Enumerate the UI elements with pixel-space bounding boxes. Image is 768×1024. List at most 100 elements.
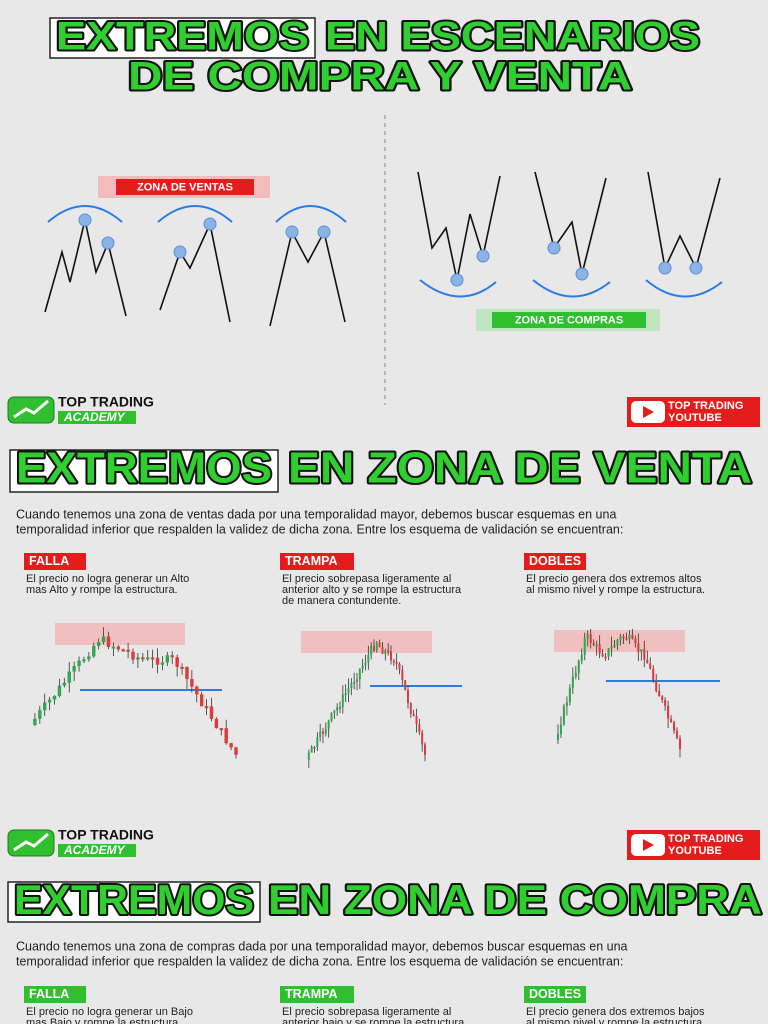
candle-body	[607, 648, 610, 657]
candle-body	[601, 653, 604, 657]
item-text: al mismo nivel y rompe la estructura.	[526, 1017, 705, 1024]
item-label-box	[280, 986, 354, 1003]
candle-body	[333, 710, 336, 713]
candle-body	[595, 644, 598, 647]
arrow-arc	[419, 279, 497, 298]
candle-body	[622, 636, 625, 639]
price-path	[534, 171, 607, 275]
candle-body	[62, 682, 67, 686]
candle-body	[42, 702, 47, 711]
academy-line1: TOP TRADING	[58, 394, 154, 410]
academy-line2: ACADEMY	[63, 410, 126, 424]
candle-body	[574, 672, 577, 677]
candle-body	[358, 668, 361, 680]
intro-text: temporalidad inferior que respalden la v…	[16, 954, 623, 968]
candle-body	[619, 636, 622, 641]
arrow-arc	[157, 205, 233, 223]
candle-body	[131, 651, 135, 660]
candle-body	[106, 636, 111, 647]
candle-body	[577, 660, 580, 673]
item-label-box	[524, 553, 586, 570]
candle-body	[678, 738, 682, 750]
candle-body	[565, 702, 568, 706]
candle-body	[412, 713, 415, 717]
candle-body	[571, 676, 574, 688]
candle-body	[336, 707, 339, 711]
candle-body	[407, 689, 409, 704]
candle-body	[341, 694, 344, 707]
candle-body	[87, 656, 91, 660]
candle-body	[322, 731, 324, 734]
extreme-dot	[285, 225, 299, 239]
candle-body	[580, 654, 583, 661]
sell-label: ZONA DE VENTAS	[137, 181, 233, 193]
extreme-dot	[658, 261, 672, 275]
candle-body	[126, 649, 130, 652]
candle-body	[150, 657, 155, 660]
item-text: El precio genera dos extremos altos	[526, 573, 702, 585]
title-rest: EN ESCENARIOS	[325, 15, 700, 59]
candle-body	[404, 680, 407, 690]
candle-body	[616, 640, 619, 646]
candle-body	[185, 667, 189, 680]
candle-body	[141, 657, 145, 660]
youtube-play	[643, 839, 654, 851]
item-text: El precio no logra generar un Bajo	[26, 1006, 193, 1018]
intro-text: temporalidad inferior que respalden la v…	[16, 522, 623, 536]
candle-body	[670, 718, 673, 723]
candle-body	[384, 650, 387, 654]
academy-line2-box	[58, 411, 136, 424]
buy-label-box	[492, 312, 646, 328]
candle-body	[121, 649, 125, 652]
academy-line2-box	[58, 844, 136, 857]
candle-body	[592, 643, 595, 646]
zone-band	[554, 630, 685, 652]
candle-body	[390, 651, 392, 661]
candle-body	[101, 636, 106, 643]
candle-body	[209, 706, 214, 719]
candle-body	[353, 681, 356, 684]
extreme-dot	[317, 225, 331, 239]
candle-body	[631, 635, 634, 639]
candle-body	[361, 665, 364, 669]
candle-body	[628, 635, 631, 640]
candle-body	[347, 688, 350, 694]
item-text: anterior alto y se rompe la estructura	[282, 584, 462, 596]
title-highlight: EXTREMOS	[16, 444, 272, 493]
candle-body	[367, 654, 370, 663]
intro-text: Cuando tenemos una zona de compras dada …	[16, 939, 628, 953]
item-label: DOBLES	[529, 987, 581, 1001]
price-path	[269, 229, 346, 327]
candle-body	[310, 746, 313, 753]
extreme-dot	[547, 241, 561, 255]
extreme-dot	[689, 261, 703, 275]
title-box	[9, 449, 279, 493]
candle-body	[344, 693, 347, 696]
item-text: de manera contundente.	[282, 595, 401, 607]
candle-body	[634, 638, 637, 644]
youtube-line2: YOUTUBE	[668, 845, 722, 857]
candle-body	[72, 666, 76, 672]
candle-body	[646, 659, 649, 664]
arrow-arc	[645, 279, 723, 298]
item-label: DOBLES	[529, 554, 581, 568]
candle-body	[568, 687, 571, 703]
item-text: mas Bajo y rompe la estructura.	[26, 1017, 181, 1024]
candle-body	[373, 645, 375, 651]
item-text: anterior bajo y se rompe la estructura	[282, 1017, 465, 1024]
item-label-box	[24, 553, 86, 570]
candle-body	[180, 666, 184, 669]
candle-body	[625, 637, 628, 640]
candle-body	[398, 663, 401, 670]
item-label-box	[280, 553, 354, 570]
candle-body	[155, 657, 160, 665]
intro-text: Cuando tenemos una zona de ventas dada p…	[16, 507, 616, 521]
candle-body	[610, 646, 613, 649]
youtube-line1: TOP TRADING	[668, 400, 743, 412]
candle-body	[229, 743, 233, 748]
candle-body	[57, 685, 62, 696]
extreme-dot	[575, 267, 589, 281]
candle-body	[219, 728, 224, 731]
youtube-play	[643, 406, 654, 418]
candle-body	[395, 662, 398, 665]
